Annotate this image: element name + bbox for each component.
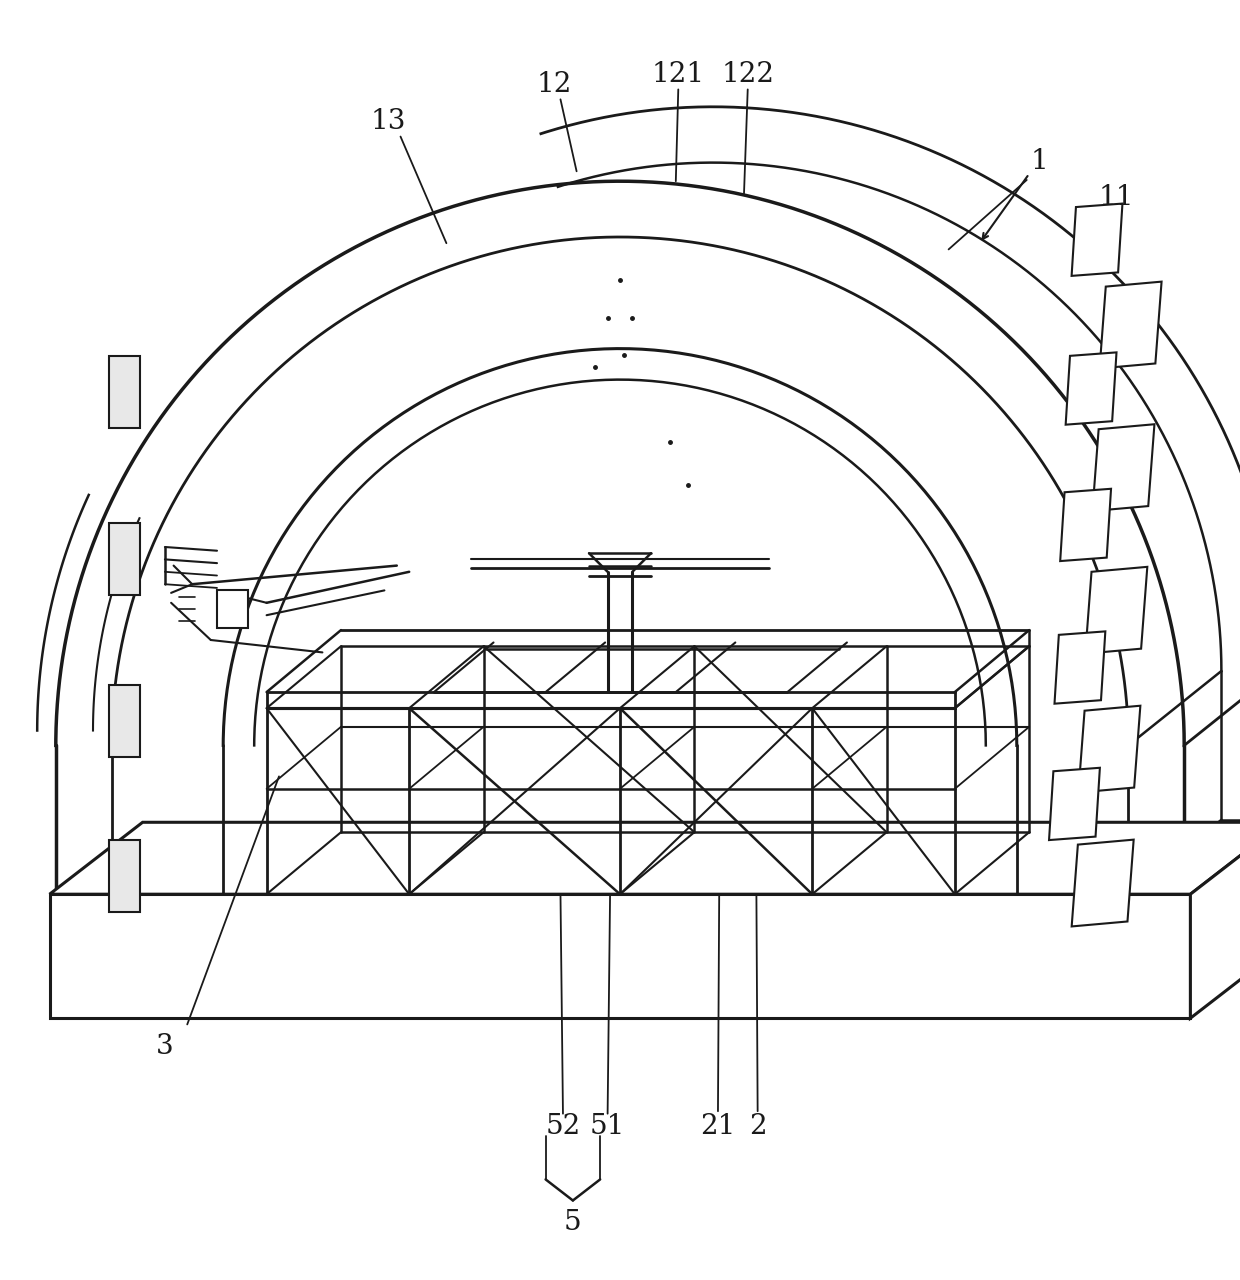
- Polygon shape: [1092, 424, 1154, 511]
- Text: 2: 2: [749, 1112, 766, 1139]
- Polygon shape: [1085, 567, 1147, 654]
- Text: 5: 5: [564, 1210, 582, 1236]
- Text: 121: 121: [652, 61, 704, 88]
- Polygon shape: [1065, 352, 1116, 425]
- Text: 1: 1: [1030, 148, 1048, 175]
- Polygon shape: [109, 685, 140, 756]
- Polygon shape: [50, 822, 1240, 895]
- Polygon shape: [217, 590, 248, 627]
- Text: 51: 51: [590, 1112, 625, 1139]
- Text: 13: 13: [371, 109, 405, 136]
- Text: 52: 52: [546, 1112, 580, 1139]
- Text: 3: 3: [156, 1033, 174, 1060]
- Text: 11: 11: [1099, 184, 1133, 211]
- Polygon shape: [1071, 204, 1122, 276]
- Polygon shape: [1049, 768, 1100, 840]
- Polygon shape: [1071, 840, 1133, 927]
- Polygon shape: [1190, 822, 1240, 1018]
- Text: 12: 12: [537, 70, 572, 99]
- Polygon shape: [109, 524, 140, 595]
- Polygon shape: [1054, 631, 1105, 704]
- Polygon shape: [109, 356, 140, 428]
- Polygon shape: [109, 840, 140, 911]
- Text: 21: 21: [701, 1112, 735, 1139]
- Polygon shape: [1060, 489, 1111, 561]
- Polygon shape: [1079, 705, 1141, 792]
- Text: 122: 122: [722, 61, 774, 88]
- Polygon shape: [50, 895, 1190, 1018]
- Polygon shape: [1100, 282, 1162, 369]
